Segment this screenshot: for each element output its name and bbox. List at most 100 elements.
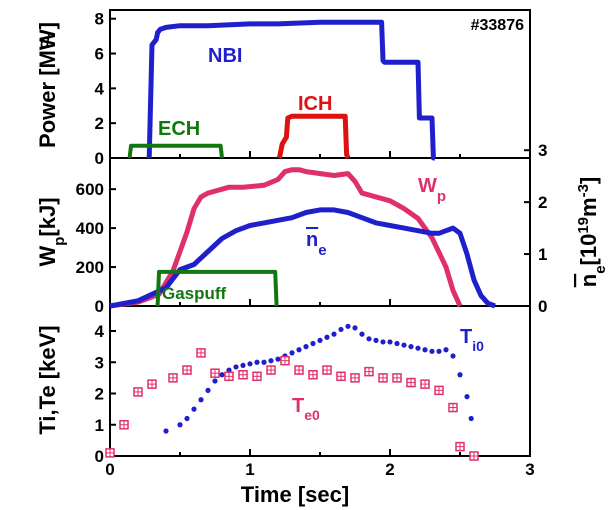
te0-point	[119, 420, 129, 430]
te0-point	[224, 371, 234, 382]
y-tick-label: 0	[95, 297, 104, 316]
ti0-point	[394, 340, 400, 347]
te0-point	[280, 355, 290, 366]
series-wp-line	[109, 167, 463, 309]
te0-point	[266, 365, 276, 375]
ti0-point	[296, 347, 302, 353]
te0-point	[238, 370, 248, 380]
ti0-point	[380, 339, 386, 345]
ti0-point	[457, 372, 463, 378]
y-tick-label: 2	[95, 114, 104, 133]
ti0-point	[205, 387, 211, 393]
ti0-point	[289, 350, 295, 356]
ti0-point	[331, 331, 337, 337]
series-ich-line	[276, 113, 351, 159]
label-ne: ne	[306, 229, 327, 259]
y-right-tick-label: 3	[538, 141, 547, 160]
x-axis-label: Time [sec]	[241, 482, 349, 507]
y-tick-label: 600	[76, 180, 104, 199]
ti0-point	[464, 394, 470, 400]
te0-point	[455, 441, 465, 452]
ti0-point	[443, 347, 449, 353]
ti0-point	[226, 367, 232, 373]
shot-number: #33876	[471, 17, 524, 34]
ti0-point	[317, 337, 323, 343]
te0-point	[294, 365, 304, 375]
label-ich: ICH	[298, 93, 332, 115]
label-ti0: Ti0	[460, 326, 484, 354]
top-ylabel: Power [MW]	[35, 22, 60, 148]
ti0-point	[212, 378, 218, 384]
y-tick-label: 400	[76, 219, 104, 238]
label-ech: ECH	[158, 118, 200, 140]
te0-point	[434, 385, 444, 396]
ti0-point	[468, 415, 474, 422]
y-tick-label: 8	[95, 10, 104, 29]
te0-point	[378, 373, 388, 383]
ti0-point	[422, 347, 428, 353]
ti0-point	[275, 356, 281, 362]
ti0-point	[366, 336, 372, 342]
ti0-point	[233, 364, 239, 370]
label-nbi: NBI	[208, 45, 242, 67]
y-right-tick-label: 1	[538, 245, 547, 264]
ti0-point	[429, 348, 435, 354]
y-tick-label: 1	[95, 416, 104, 435]
ti0-point	[373, 337, 379, 343]
ti0-point	[387, 339, 393, 345]
te0-point	[322, 365, 332, 375]
te0-point	[350, 373, 360, 383]
ticks-layer: 0 2 4 6 8 0 200 400 600 0 1 2 3 0 1 2 3 4 0 1 2 3	[76, 10, 548, 479]
ti0-point	[401, 342, 407, 348]
ti0-point	[450, 353, 456, 359]
ti0-point	[268, 358, 274, 364]
te0-point	[133, 387, 143, 397]
ti0-point	[345, 323, 351, 329]
x-tick-label: 3	[525, 460, 534, 479]
ti0-point	[254, 359, 260, 365]
te0-point	[147, 379, 157, 389]
te0-point	[196, 348, 206, 358]
y-tick-label: 0	[95, 447, 104, 466]
y-tick-label: 0	[95, 149, 104, 168]
bottom-ylabel: Ti,Te [keV]	[35, 325, 60, 434]
y-tick-label: 3	[95, 353, 104, 372]
te0-point	[308, 370, 318, 380]
ti0-point	[415, 345, 421, 351]
te0-point	[406, 377, 416, 388]
ti0-point	[219, 372, 225, 378]
te0-point	[210, 368, 220, 378]
ti0-point	[359, 331, 365, 337]
middle-ylabel: Wp[kJ]	[35, 197, 68, 266]
y-right-tick-label: 0	[538, 297, 547, 316]
ti0-point	[261, 359, 267, 365]
ti0-point	[303, 344, 309, 350]
series-nbi-line	[146, 19, 436, 161]
ti0-point	[352, 325, 358, 331]
middle-ylabel-right: ne[1019m-3]	[575, 177, 609, 288]
te0-point	[105, 448, 115, 458]
ti0-point	[163, 428, 169, 434]
y-tick-label: 2	[95, 385, 104, 404]
series-ech-line	[127, 143, 224, 159]
ti0-point	[240, 362, 246, 368]
y-tick-label: 6	[95, 45, 104, 64]
series-layer	[105, 19, 496, 461]
te0-point	[252, 371, 262, 382]
y-tick-label: 4	[95, 79, 105, 98]
ti0-point	[177, 422, 183, 428]
x-tick-label: 1	[245, 460, 254, 479]
te0-point	[420, 379, 430, 389]
ti0-point	[408, 344, 414, 350]
y-tick-label: 4	[95, 322, 105, 341]
label-te0: Te0	[292, 395, 320, 423]
te0-point	[392, 373, 402, 383]
y-tick-label: 200	[76, 258, 104, 277]
series-gaspuff-line	[155, 269, 279, 307]
label-wp: Wp	[418, 175, 446, 205]
ti0-point	[198, 397, 204, 403]
ti0-point	[184, 415, 190, 422]
label-gaspuff: Gaspuff	[162, 284, 227, 303]
te0-point	[364, 366, 374, 377]
